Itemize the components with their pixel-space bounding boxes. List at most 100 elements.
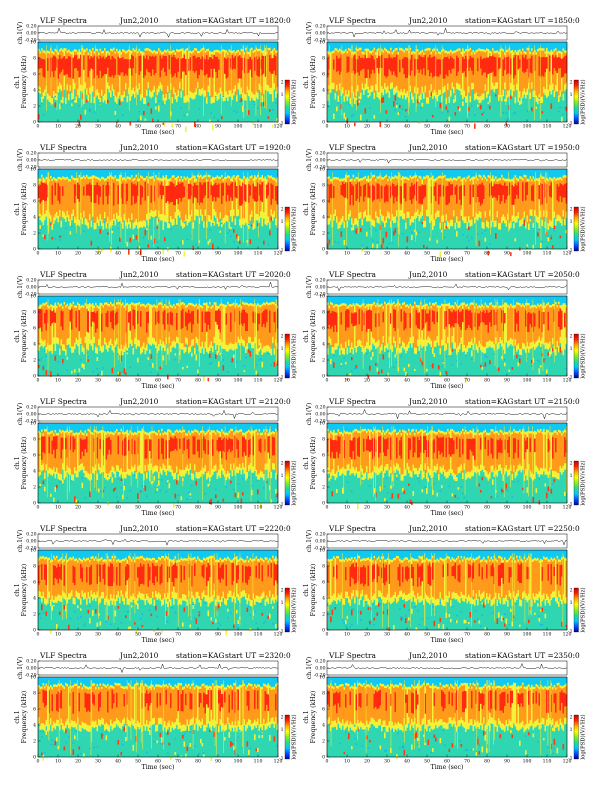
frequency-tick-label: 6 <box>33 453 36 459</box>
time-tick-label: 80 <box>195 123 201 129</box>
time-tick-label: 0 <box>326 631 329 637</box>
frequency-tick-label: 8 <box>33 56 36 62</box>
time-tick-label: 70 <box>464 250 470 256</box>
waveform-ylabel: ch.1(V) <box>306 403 313 426</box>
colorbar-label: log(PSD)(V/√Hz) <box>580 79 587 124</box>
colorbar-tick-label: 1 <box>281 346 284 352</box>
time-tick-label: 70 <box>464 631 470 637</box>
spectrogram-channel-label: ch.1 <box>303 75 310 88</box>
frequency-tick-label: 10 <box>319 548 325 554</box>
panel-start-time: start UT =2020:0 <box>225 270 291 279</box>
time-tick-label: 70 <box>175 377 181 383</box>
waveform-ytick-label: 0.20 <box>26 659 36 665</box>
colorbar-tick-label: -1 <box>568 502 573 508</box>
colorbar <box>574 207 579 251</box>
panel-date: Jun2,2010 <box>119 270 159 279</box>
spectrogram-channel-label: ch.1 <box>14 583 21 596</box>
time-tick-label: 20 <box>75 758 81 764</box>
time-tick-label: 80 <box>484 250 490 256</box>
time-tick-label: 20 <box>364 758 370 764</box>
frequency-tick-label: 2 <box>322 612 325 618</box>
frequency-tick-label: 10 <box>30 167 36 173</box>
time-tick-label: 40 <box>404 758 410 764</box>
panel-station: station=KAG <box>465 16 513 25</box>
colorbar-label: log(PSD)(V/√Hz) <box>580 714 587 759</box>
spectrogram <box>38 423 278 508</box>
panel-start-time: start UT =2150:0 <box>514 397 580 406</box>
frequency-tick-label: 6 <box>33 707 36 713</box>
time-tick-label: 80 <box>484 758 490 764</box>
spectrogram <box>327 423 567 509</box>
frequency-tick-label: 2 <box>33 612 36 618</box>
time-tick-label: 40 <box>115 377 121 383</box>
waveform-ytick-label: 0.20 <box>315 151 325 157</box>
time-tick-label: 100 <box>523 123 532 129</box>
frequency-tick-label: 8 <box>322 437 325 443</box>
time-tick-label: 50 <box>135 123 141 129</box>
time-tick-label: 110 <box>543 123 552 129</box>
time-tick-label: 0 <box>326 377 329 383</box>
colorbar <box>574 334 579 378</box>
colorbar-tick-label: -1 <box>279 629 284 635</box>
time-tick-label: 80 <box>484 631 490 637</box>
time-tick-label: 0 <box>37 504 40 510</box>
frequency-tick-label: 8 <box>322 691 325 697</box>
colorbar-tick-label: -1 <box>568 248 573 254</box>
time-tick-label: 0 <box>37 377 40 383</box>
time-tick-label: 20 <box>364 631 370 637</box>
time-tick-label: 50 <box>424 123 430 129</box>
colorbar-tick-label: 2 <box>570 715 573 721</box>
panel-station: station=KAG <box>176 16 224 25</box>
colorbar-tick-label: -1 <box>279 121 284 127</box>
frequency-tick-label: 4 <box>33 215 36 221</box>
colorbar-label: log(PSD)(V/√Hz) <box>291 587 298 632</box>
frequency-tick-label: 8 <box>33 691 36 697</box>
time-tick-label: 40 <box>115 758 121 764</box>
spectrogram <box>327 296 567 383</box>
spectrogram-top-band <box>38 169 278 178</box>
waveform-ytick-label: 0.20 <box>315 278 325 284</box>
spectrogram-channel-label: ch.1 <box>303 583 310 596</box>
spectrogram <box>38 296 278 381</box>
waveform-ytick-label: 0.20 <box>315 24 325 30</box>
frequency-tick-label: 10 <box>319 421 325 427</box>
colorbar-tick-label: 2 <box>281 715 284 721</box>
frequency-tick-label: 2 <box>33 485 36 491</box>
frequency-tick-label: 10 <box>319 167 325 173</box>
time-tick-label: 20 <box>75 250 81 256</box>
waveform-ytick-label: 0.00 <box>26 539 36 545</box>
spectrogram-channel-label: ch.1 <box>14 202 21 215</box>
frequency-tick-label: 10 <box>319 294 325 300</box>
frequency-tick-label: 10 <box>30 675 36 681</box>
time-tick-label: 50 <box>135 631 141 637</box>
frequency-tick-label: 4 <box>322 342 325 348</box>
time-tick-label: 50 <box>424 504 430 510</box>
panel-date: Jun2,2010 <box>408 397 448 406</box>
frequency-tick-label: 10 <box>319 40 325 46</box>
time-tick-label: 50 <box>135 758 141 764</box>
time-tick-label: 100 <box>523 377 532 383</box>
frequency-tick-label: 6 <box>322 580 325 586</box>
waveform-ytick-label: 0.00 <box>315 412 325 418</box>
frequency-tick-label: 6 <box>33 199 36 205</box>
time-tick-label: 90 <box>215 250 221 256</box>
time-tick-label: 70 <box>464 758 470 764</box>
waveform-ytick-label: 0.20 <box>315 532 325 538</box>
time-axis-label: Time (sec) <box>431 764 464 771</box>
panel-title: VLF Spectra <box>328 270 377 279</box>
colorbar-label: log(PSD)(V/√Hz) <box>291 333 298 378</box>
time-tick-label: 10 <box>344 250 350 256</box>
frequency-tick-label: 6 <box>322 199 325 205</box>
time-tick-label: 40 <box>404 123 410 129</box>
time-axis-label: Time (sec) <box>142 129 175 136</box>
time-tick-label: 0 <box>326 250 329 256</box>
time-axis-label: Time (sec) <box>142 764 175 771</box>
time-tick-label: 80 <box>484 504 490 510</box>
time-axis-label: Time (sec) <box>142 637 175 644</box>
colorbar-tick-label: 1 <box>570 92 573 98</box>
frequency-tick-label: 4 <box>33 723 36 729</box>
time-tick-label: 110 <box>254 377 263 383</box>
time-tick-label: 90 <box>215 377 221 383</box>
time-tick-label: 70 <box>175 123 181 129</box>
